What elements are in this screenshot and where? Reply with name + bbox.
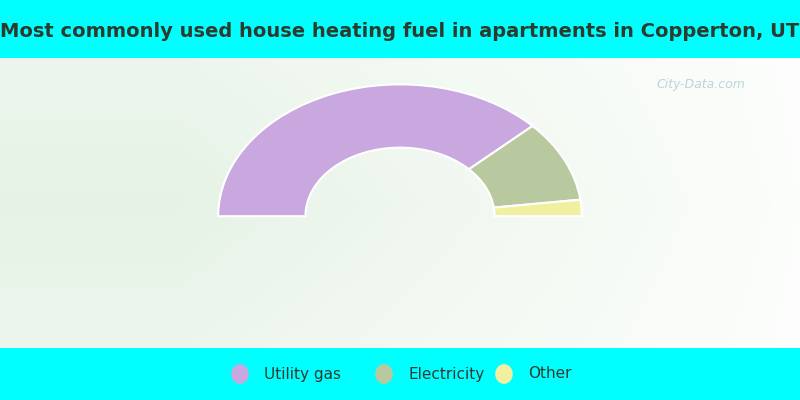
Ellipse shape xyxy=(495,364,513,384)
Ellipse shape xyxy=(375,364,393,384)
Wedge shape xyxy=(469,126,580,208)
Text: Other: Other xyxy=(528,366,571,382)
Text: Most commonly used house heating fuel in apartments in Copperton, UT: Most commonly used house heating fuel in… xyxy=(0,22,800,41)
Ellipse shape xyxy=(231,364,249,384)
Text: Electricity: Electricity xyxy=(408,366,484,382)
Wedge shape xyxy=(494,200,582,216)
Wedge shape xyxy=(218,84,533,216)
Text: City-Data.com: City-Data.com xyxy=(657,78,746,91)
Text: Utility gas: Utility gas xyxy=(264,366,341,382)
